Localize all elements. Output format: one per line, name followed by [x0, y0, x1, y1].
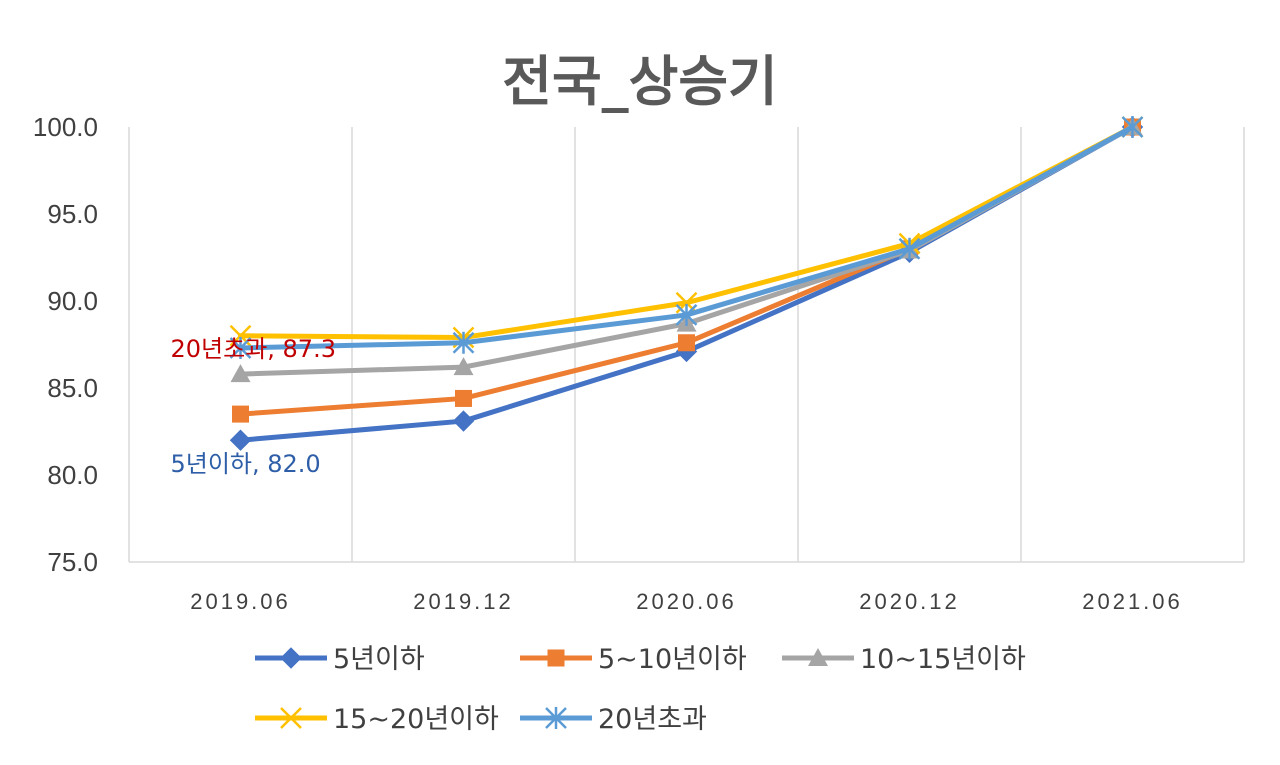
- x-tick-label: 2021.06: [1082, 589, 1183, 614]
- series-2: [232, 118, 1141, 423]
- marker-stroke: [280, 707, 302, 729]
- series-1: [229, 116, 1144, 451]
- x-axis-tick-labels: 2019.06 2019.12 2020.06 2020.12 2021.06: [190, 589, 1183, 614]
- series-5: [229, 116, 1144, 359]
- y-tick-label: 85.0: [47, 373, 98, 403]
- series-group: [229, 116, 1144, 451]
- legend-item-4: 15~20년이하: [255, 704, 499, 735]
- data-point-triangle: [453, 357, 474, 376]
- y-axis-tick-labels: 100.0 95.0 90.0 85.0 80.0 75.0: [33, 112, 98, 577]
- legend-item-2: 5~10년이하: [520, 644, 747, 675]
- chart-title: 전국_상승기: [502, 50, 777, 113]
- data-point-triangle: [808, 648, 828, 666]
- x-tick-label: 2019.12: [413, 589, 514, 614]
- data-point-triangle: [230, 364, 251, 383]
- y-tick-label: 80.0: [47, 460, 98, 490]
- data-point-diamond: [452, 410, 475, 432]
- legend-item-3: 10~15년이하: [782, 644, 1026, 675]
- data-point-diamond: [229, 429, 252, 451]
- data-point-square: [547, 649, 565, 667]
- legend-label: 15~20년이하: [333, 704, 499, 735]
- legend: 5년이하 5~10년이하 10~15년이하 15~20년이하 20년초과: [255, 644, 1026, 735]
- data-point-x: [280, 707, 302, 729]
- data-point-star: [545, 707, 567, 729]
- data-label: 20년초과, 87.3: [171, 335, 336, 363]
- legend-item-5: 20년초과: [520, 704, 707, 735]
- data-point-square: [455, 389, 472, 407]
- data-point-star: [675, 303, 698, 326]
- data-point-diamond: [280, 647, 302, 669]
- x-tick-label: 2020.12: [859, 589, 960, 614]
- legend-label: 10~15년이하: [860, 644, 1026, 675]
- y-tick-label: 95.0: [47, 199, 98, 229]
- legend-label: 20년초과: [598, 704, 707, 735]
- data-labels: 20년초과, 87.3 5년이하, 82.0: [171, 335, 336, 478]
- series-line: [238, 124, 1135, 443]
- data-point-star: [898, 237, 921, 260]
- legend-label: 5년이하: [333, 644, 425, 675]
- x-tick-label: 2019.06: [190, 589, 291, 614]
- data-point-star: [1121, 116, 1144, 138]
- y-tick-label: 90.0: [47, 286, 98, 316]
- data-label: 5년이하, 82.0: [171, 450, 321, 478]
- legend-label: 5~10년이하: [598, 644, 747, 675]
- data-point-star: [229, 336, 252, 359]
- y-tick-label: 75.0: [47, 547, 98, 577]
- legend-item-1: 5년이하: [255, 644, 425, 675]
- vertical-gridlines: [128, 127, 1245, 563]
- x-tick-label: 2020.06: [636, 589, 737, 614]
- data-point-square: [232, 405, 249, 423]
- y-tick-label: 100.0: [33, 112, 98, 142]
- data-point-star: [452, 331, 475, 354]
- data-point-square: [678, 334, 695, 352]
